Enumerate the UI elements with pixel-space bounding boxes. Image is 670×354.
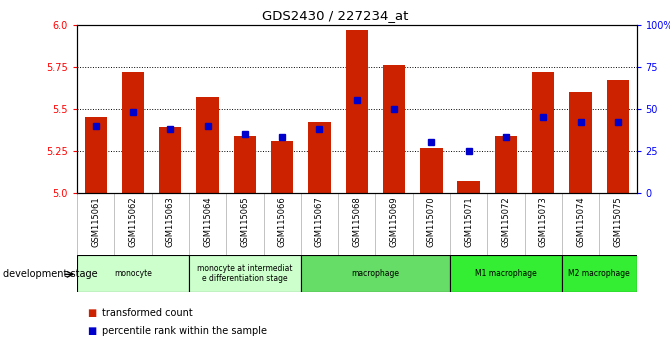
Text: GSM115064: GSM115064 — [203, 196, 212, 247]
Text: GSM115068: GSM115068 — [352, 196, 361, 247]
Bar — [271, 141, 293, 193]
Bar — [532, 72, 555, 193]
Text: GSM115075: GSM115075 — [613, 196, 622, 247]
Text: GSM115069: GSM115069 — [389, 196, 399, 247]
Text: M1 macrophage: M1 macrophage — [475, 269, 537, 278]
Bar — [606, 80, 629, 193]
Text: GSM115061: GSM115061 — [91, 196, 100, 247]
Text: ■: ■ — [87, 308, 96, 318]
Text: GSM115071: GSM115071 — [464, 196, 473, 247]
Text: GSM115066: GSM115066 — [277, 196, 287, 247]
Bar — [570, 92, 592, 193]
Text: M2 macrophage: M2 macrophage — [568, 269, 630, 278]
Bar — [450, 255, 562, 292]
Bar — [196, 97, 219, 193]
Bar — [301, 255, 450, 292]
Text: GSM115062: GSM115062 — [129, 196, 137, 247]
Text: GSM115065: GSM115065 — [241, 196, 249, 247]
Bar — [458, 181, 480, 193]
Text: monocyte: monocyte — [114, 269, 152, 278]
Text: GSM115067: GSM115067 — [315, 196, 324, 247]
Bar — [494, 136, 517, 193]
Text: GDS2430 / 227234_at: GDS2430 / 227234_at — [262, 9, 408, 22]
Bar — [383, 65, 405, 193]
Bar — [77, 255, 189, 292]
Text: transformed count: transformed count — [102, 308, 192, 318]
Text: ■: ■ — [87, 326, 96, 336]
Text: development stage: development stage — [3, 269, 98, 279]
Text: macrophage: macrophage — [352, 269, 399, 278]
Text: GSM115063: GSM115063 — [165, 196, 175, 247]
Bar — [122, 72, 144, 193]
Bar — [308, 122, 331, 193]
Text: GSM115070: GSM115070 — [427, 196, 436, 247]
Text: monocyte at intermediat
e differentiation stage: monocyte at intermediat e differentiatio… — [197, 264, 293, 283]
Bar — [189, 255, 301, 292]
Text: percentile rank within the sample: percentile rank within the sample — [102, 326, 267, 336]
Text: GSM115072: GSM115072 — [501, 196, 511, 247]
Bar — [420, 148, 443, 193]
Text: GSM115073: GSM115073 — [539, 196, 548, 247]
Bar — [346, 30, 368, 193]
Bar — [234, 136, 256, 193]
Text: GSM115074: GSM115074 — [576, 196, 585, 247]
Bar — [562, 255, 636, 292]
Bar — [84, 117, 107, 193]
Bar — [159, 127, 182, 193]
